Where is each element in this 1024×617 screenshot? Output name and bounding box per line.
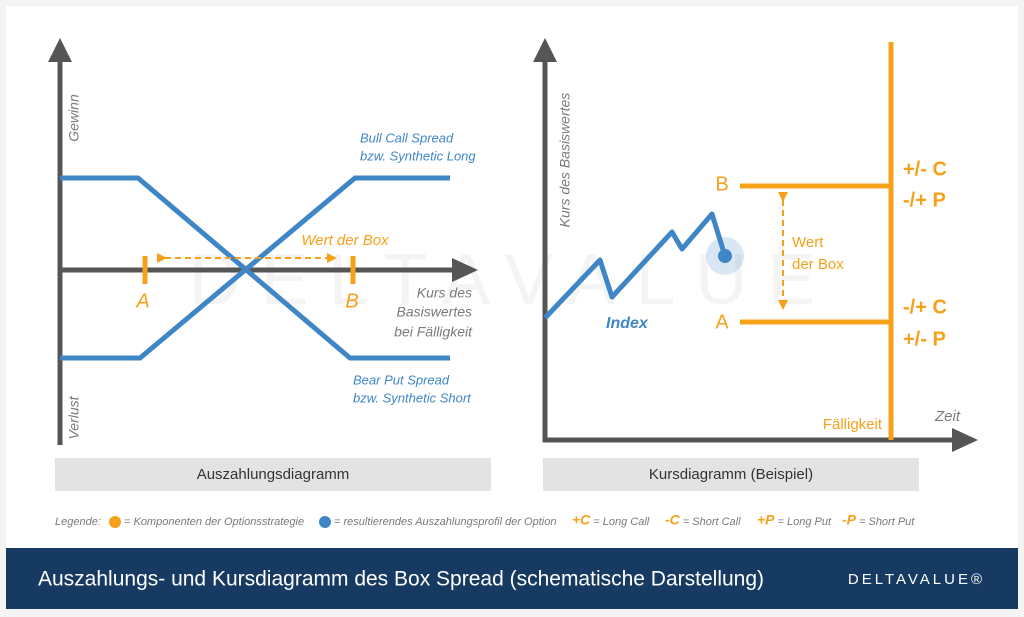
- index-point: [718, 249, 732, 263]
- arrow: [48, 38, 72, 62]
- y-label: Kurs des Basiswertes: [557, 93, 573, 228]
- x-label: bei Fälligkeit: [394, 324, 473, 340]
- index-label: Index: [606, 315, 649, 332]
- y-bottom-label: Verlust: [66, 395, 82, 439]
- line-label: bzw. Synthetic Short: [353, 390, 472, 405]
- legend-symbol-text: = Long Put: [778, 516, 832, 528]
- caption-box: [55, 458, 491, 491]
- arrow: [952, 428, 978, 452]
- legend-symbol: -P: [842, 512, 857, 528]
- caption-box: [543, 458, 919, 491]
- box-label: Wert: [792, 234, 824, 251]
- box-label: Wert der Box: [301, 232, 389, 249]
- line-label: Bull Call Spread: [360, 130, 454, 145]
- left-panel: Gewinn Verlust Kurs des Basiswertes bei …: [48, 38, 491, 491]
- legend-symbol: -C: [665, 512, 681, 528]
- legend-title: Legende:: [55, 516, 101, 528]
- position-label: +/- C: [903, 158, 947, 180]
- legend-symbol: +P: [757, 512, 775, 528]
- footer: [6, 548, 1018, 609]
- position-label: -/+ C: [903, 296, 947, 318]
- y-top-label: Gewinn: [66, 94, 82, 142]
- line-label: bzw. Synthetic Long: [360, 148, 476, 163]
- point-label: A: [135, 290, 149, 312]
- point-label: B: [345, 290, 358, 312]
- maturity-label: Fälligkeit: [823, 416, 883, 433]
- legend-symbol-text: = Short Call: [683, 516, 741, 528]
- right-panel: Kurs des Basiswertes Zeit Index B A Wert…: [533, 38, 978, 491]
- legend-symbol-text: = Long Call: [593, 516, 650, 528]
- point-label: B: [715, 173, 728, 195]
- arrow: [452, 258, 478, 282]
- payoff-line: [60, 175, 450, 361]
- footer-title: Auszahlungs- und Kursdiagramm des Box Sp…: [38, 568, 764, 591]
- legend-dot: [109, 516, 121, 528]
- point-label: A: [715, 311, 729, 333]
- index-line: [543, 211, 728, 320]
- legend-symbol: +C: [572, 512, 591, 528]
- legend: Legende: = Komponenten der Optionsstrate…: [55, 512, 915, 528]
- legend-symbol-text: = Short Put: [859, 516, 915, 528]
- caption: Auszahlungsdiagramm: [197, 466, 350, 483]
- box-label: der Box: [792, 256, 844, 273]
- x-label: Zeit: [934, 408, 961, 425]
- x-label: Basiswertes: [397, 304, 472, 320]
- legend-text: = resultierendes Auszahlungsprofil der O…: [334, 516, 556, 528]
- arrow: [533, 38, 557, 62]
- canvas: [6, 6, 1018, 609]
- legend-text: = Komponenten der Optionsstrategie: [124, 516, 304, 528]
- legend-dot: [319, 516, 331, 528]
- caption: Kursdiagramm (Beispiel): [649, 466, 813, 483]
- line-label: Bear Put Spread: [353, 372, 450, 387]
- x-label: Kurs des: [417, 285, 472, 301]
- position-label: -/+ P: [903, 189, 946, 211]
- logo: DELTAVALUE®: [848, 571, 985, 588]
- position-label: +/- P: [903, 328, 946, 350]
- legend-symbols: +C = Long Call -C = Short Call +P = Long Put -…: [572, 512, 915, 528]
